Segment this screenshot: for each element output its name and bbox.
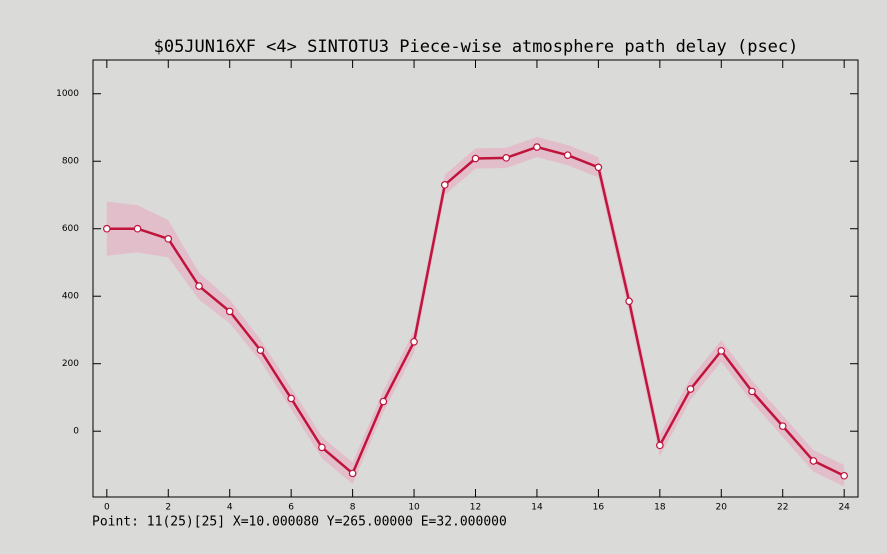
x-tick-label: 20 bbox=[716, 503, 728, 513]
data-point bbox=[287, 394, 295, 403]
data-point bbox=[133, 224, 142, 233]
y-tick-label: 1000 bbox=[56, 89, 79, 99]
data-point bbox=[348, 469, 357, 478]
data-point bbox=[410, 337, 418, 346]
data-point bbox=[225, 307, 234, 316]
y-tick-label: 0 bbox=[73, 427, 79, 437]
data-point bbox=[778, 422, 787, 430]
data-point bbox=[809, 457, 818, 465]
data-point bbox=[594, 163, 603, 172]
data-point bbox=[717, 347, 726, 355]
x-tick-label: 4 bbox=[227, 503, 233, 513]
data-point bbox=[195, 282, 203, 290]
x-tick-label: 24 bbox=[838, 503, 850, 513]
data-point bbox=[625, 297, 633, 306]
x-tick-label: 6 bbox=[288, 503, 294, 513]
y-tick-label: 400 bbox=[62, 292, 79, 302]
x-tick-label: 10 bbox=[408, 503, 420, 513]
data-point bbox=[502, 154, 511, 162]
data-point bbox=[164, 235, 173, 243]
x-tick-label: 0 bbox=[104, 503, 110, 513]
data-point bbox=[533, 143, 541, 151]
x-tick-label: 14 bbox=[531, 503, 543, 513]
chart-title: $05JUN16XF <4> SINTOTU3 Piece-wise atmos… bbox=[154, 37, 799, 57]
x-tick-label: 22 bbox=[777, 503, 788, 513]
x-tick-label: 18 bbox=[654, 503, 666, 513]
data-point bbox=[379, 397, 388, 406]
data-point bbox=[563, 151, 572, 159]
data-point bbox=[440, 181, 449, 189]
y-tick-label: 200 bbox=[62, 359, 79, 369]
error-band bbox=[137, 205, 169, 258]
error-band bbox=[168, 220, 199, 300]
data-point bbox=[471, 154, 480, 163]
data-point bbox=[256, 346, 265, 355]
data-point bbox=[840, 471, 848, 480]
data-point bbox=[318, 443, 326, 452]
data-point bbox=[656, 441, 664, 450]
data-point bbox=[103, 224, 111, 233]
y-tick-label: 600 bbox=[62, 224, 79, 234]
status-line: Point: 11(25)[25] X=10.000080 Y=265.0000… bbox=[92, 515, 507, 530]
x-tick-label: 12 bbox=[470, 503, 481, 513]
y-tick-label: 800 bbox=[62, 157, 79, 167]
data-point bbox=[686, 385, 695, 393]
x-tick-label: 8 bbox=[350, 503, 356, 513]
data-point bbox=[748, 387, 756, 396]
x-tick-label: 16 bbox=[593, 503, 605, 513]
x-tick-label: 2 bbox=[165, 503, 171, 513]
